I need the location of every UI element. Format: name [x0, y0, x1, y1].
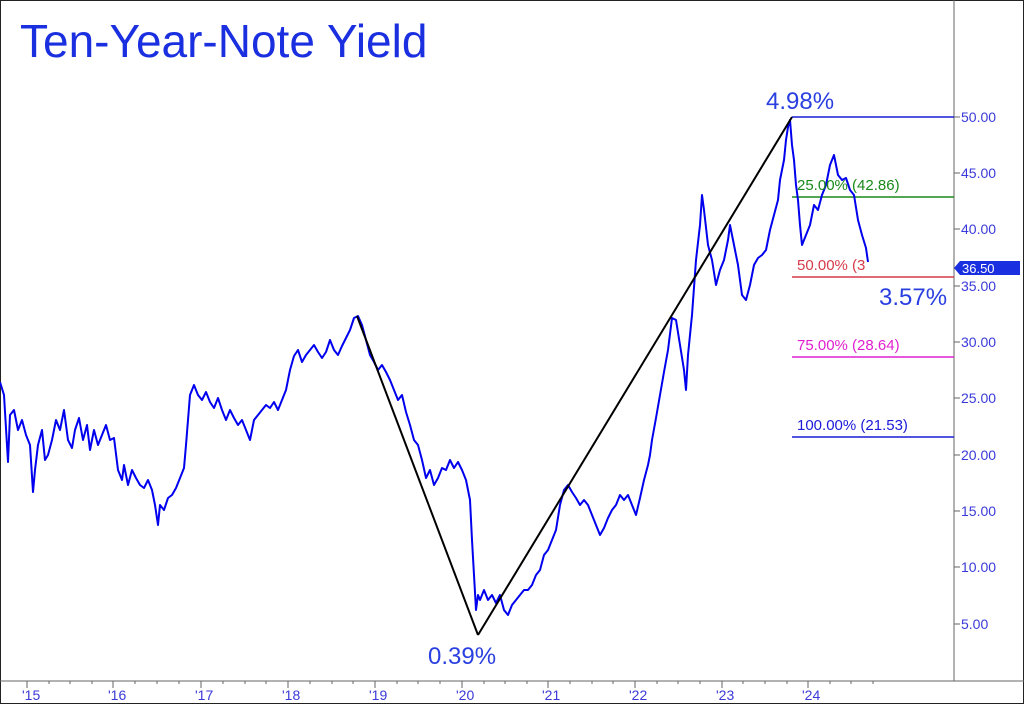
y-tick-label: 40.00	[961, 221, 996, 237]
current-price-tag: 36.50	[954, 261, 1020, 276]
x-tick-label: '24	[802, 687, 820, 703]
trend-line-up	[477, 116, 793, 636]
x-tick-label: '22	[629, 687, 647, 703]
x-axis-labels: '15 '16 '17 '18 '19 '20 '21 '22 '23 '24	[22, 687, 820, 703]
y-tick-label: 35.00	[961, 278, 996, 294]
trend-line-down	[356, 315, 479, 636]
x-tick-label: '17	[195, 687, 213, 703]
x-tick-label: '16	[108, 687, 126, 703]
y-tick-label: 30.00	[961, 334, 996, 350]
fib-25-label: 25.00% (42.86)	[797, 177, 900, 194]
price-tag-value: 36.50	[962, 261, 995, 276]
y-axis-labels: 50.00 45.00 40.00 35.00 30.00 25.00 20.0…	[961, 109, 996, 632]
y-tick-label: 20.00	[961, 447, 996, 463]
fib-100-label: 100.00% (21.53)	[797, 417, 908, 434]
fib-50-label: 50.00% (3	[797, 257, 865, 274]
x-tick-label: '23	[716, 687, 734, 703]
chart-title: Ten-Year-Note Yield	[20, 15, 428, 67]
yield-series-line	[0, 119, 869, 616]
y-axis-ticks	[954, 116, 960, 625]
peak-annotation: 4.98%	[766, 88, 834, 115]
fib-75-label: 75.00% (28.64)	[797, 337, 900, 354]
x-axis-ticks	[26, 681, 874, 688]
x-tick-label: '20	[456, 687, 474, 703]
y-tick-label: 5.00	[961, 616, 988, 632]
trough-annotation: 0.39%	[428, 643, 496, 670]
y-tick-label: 45.00	[961, 165, 996, 181]
y-tick-label: 50.00	[961, 109, 996, 125]
x-tick-label: '15	[22, 687, 40, 703]
y-tick-label: 15.00	[961, 503, 996, 519]
x-tick-label: '21	[542, 687, 560, 703]
x-tick-label: '18	[282, 687, 300, 703]
x-tick-label: '19	[369, 687, 387, 703]
current-annotation: 3.57%	[879, 284, 947, 311]
y-tick-label: 10.00	[961, 559, 996, 575]
y-tick-label: 25.00	[961, 390, 996, 406]
